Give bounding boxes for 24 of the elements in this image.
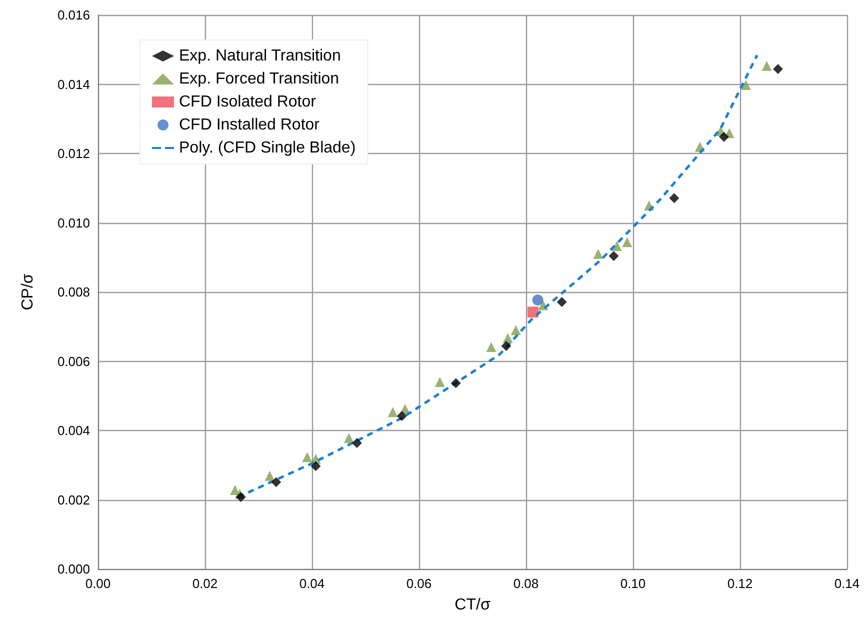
y-tick-label: 0.008 [57, 284, 90, 300]
x-axis-title: CT/σ [454, 596, 490, 614]
y-tick-label: 0.012 [57, 146, 90, 161]
legend-label: CFD Installed Rotor [179, 116, 320, 134]
x-tick-label: 0.02 [192, 576, 218, 591]
x-tick-label: 0.10 [620, 576, 646, 591]
x-tick-label: 0.08 [513, 576, 539, 591]
legend-label: Poly. (CFD Single Blade) [179, 140, 356, 156]
x-tick-label: 0.12 [727, 576, 753, 591]
y-tick-label: 0.006 [57, 354, 90, 369]
x-tick-label: 0.00 [85, 576, 111, 591]
legend-label: Exp. Forced Transition [179, 70, 340, 88]
y-tick-label: 0.002 [57, 492, 90, 508]
legend-label: CFD Isolated Rotor [179, 94, 317, 110]
y-tick-label: 0.004 [57, 423, 90, 438]
x-tick-label: 0.14 [834, 576, 860, 591]
y-tick-label: 0.010 [57, 215, 90, 230]
y-tick-label: 0.016 [57, 8, 90, 22]
y-axis-title: CP/σ [20, 274, 36, 310]
x-tick-label: 0.04 [299, 576, 325, 591]
y-tick-label: 0.000 [57, 562, 90, 576]
legend-label: Exp. Natural Transition [179, 48, 341, 64]
y-tick-label: 0.014 [57, 76, 90, 92]
x-tick-label: 0.06 [406, 576, 432, 591]
